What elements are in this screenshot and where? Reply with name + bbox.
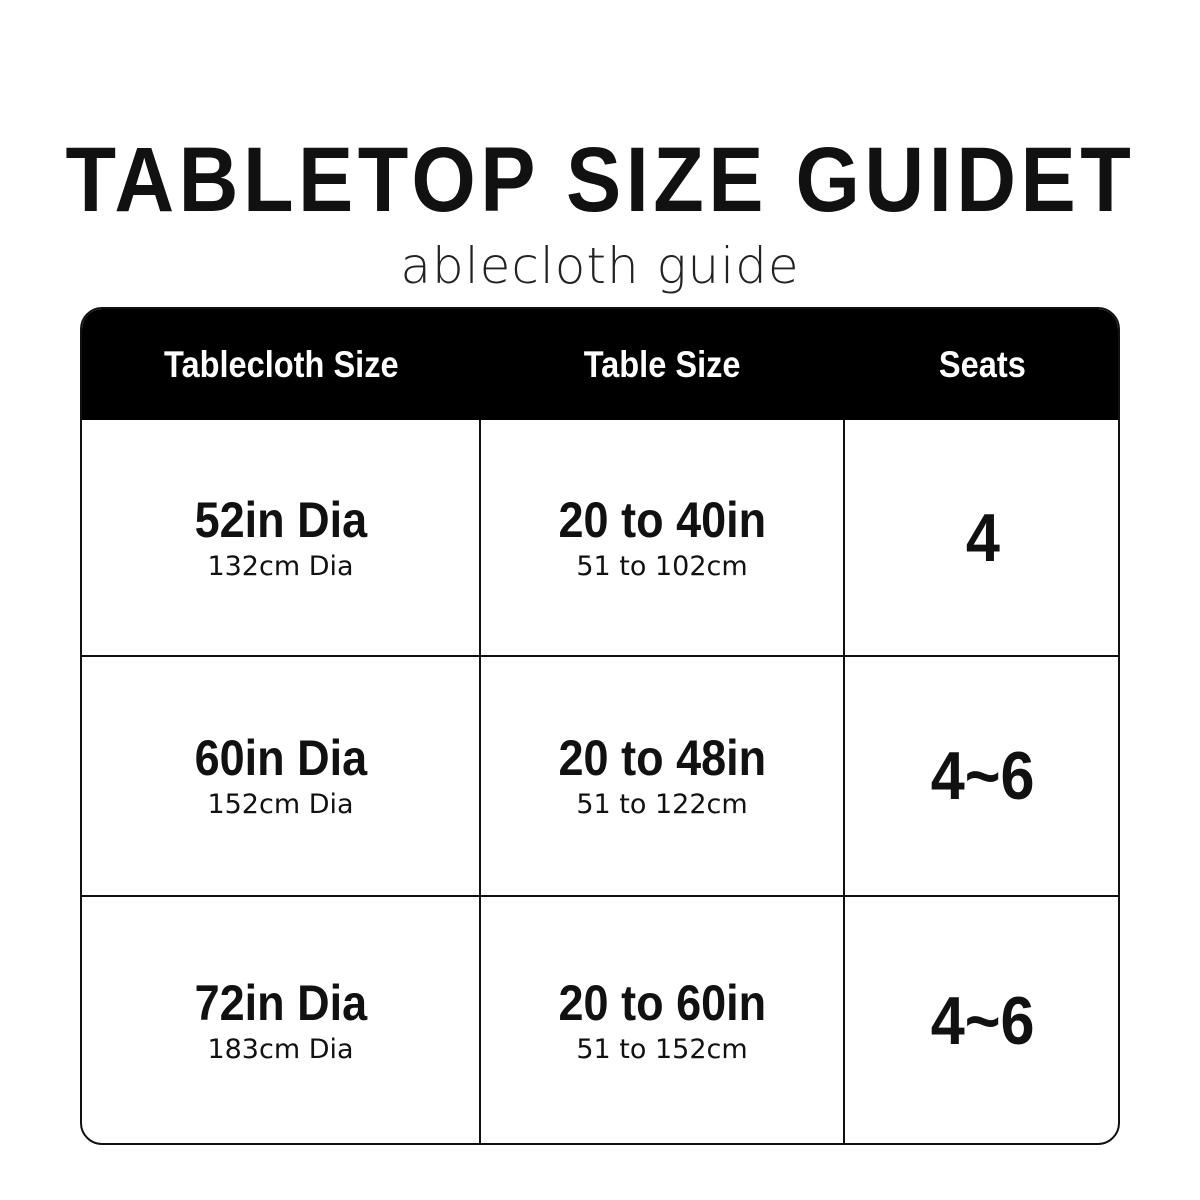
size-guide-table: Tablecloth Size Table Size Seats 52in Di… [80,307,1120,1145]
tablecloth-size-in: 52in Dia [185,492,377,548]
value: 4~6 [930,983,1035,1059]
row-divider [82,655,1118,657]
table-size-in: 20 to 48in [547,730,778,786]
table-size-in: 20 to 40in [547,492,778,548]
table-cell: 20 to 40in 51 to 102cm [481,420,843,655]
tablecloth-size-in: 72in Dia [185,975,377,1031]
tablecloth-size-cm: 132cm Dia [207,550,354,582]
header-label: Table Size [584,344,741,385]
table-size-cm: 51 to 102cm [576,550,748,582]
value: 20 to 48in [558,730,766,786]
row-divider [82,895,1118,897]
page-subtitle: ablecloth guide [400,237,800,295]
header-seats: Seats [845,309,1118,420]
value: 52in Dia [194,491,367,548]
table-cell: 20 to 60in 51 to 152cm [481,897,843,1143]
table-cell: 72in Dia 183cm Dia [82,897,479,1143]
tablecloth-size-in: 60in Dia [185,730,377,786]
table-cell: 4 [845,420,1118,655]
value: 4 [965,499,1000,576]
seats-value: 4~6 [925,741,1040,811]
page-title: TABLETOP SIZE GUIDET [0,132,1200,228]
tablecloth-size-cm: 183cm Dia [207,1034,354,1065]
seats-value: 4~6 [925,986,1040,1056]
table-size-in: 20 to 60in [547,975,778,1031]
tablecloth-size-cm: 152cm Dia [207,789,354,820]
column-divider [843,420,845,1143]
value: 20 to 60in [558,975,766,1031]
header-label: Tablecloth Size [163,344,399,385]
table-cell: 60in Dia 152cm Dia [82,657,479,895]
value: 60in Dia [194,730,367,786]
value: 20 to 40in [558,491,766,548]
table-cell: 20 to 48in 51 to 122cm [481,657,843,895]
table-size-cm: 51 to 152cm [576,1034,748,1065]
value: 72in Dia [194,975,367,1031]
table-cell: 4~6 [845,897,1118,1143]
header-tablecloth-size: Tablecloth Size [82,309,480,420]
table-size-cm: 51 to 122cm [576,789,748,820]
table-header: Tablecloth Size Table Size Seats [82,309,1118,420]
header-table-size: Table Size [480,309,845,420]
column-divider [479,420,481,1143]
table-cell: 52in Dia 132cm Dia [82,420,479,655]
header-label: Seats [939,344,1026,385]
value: 4~6 [930,738,1035,814]
seats-value: 4 [964,503,1002,573]
page-title-text: TABLETOP SIZE GUIDET [65,129,1135,231]
table-cell: 4~6 [845,657,1118,895]
